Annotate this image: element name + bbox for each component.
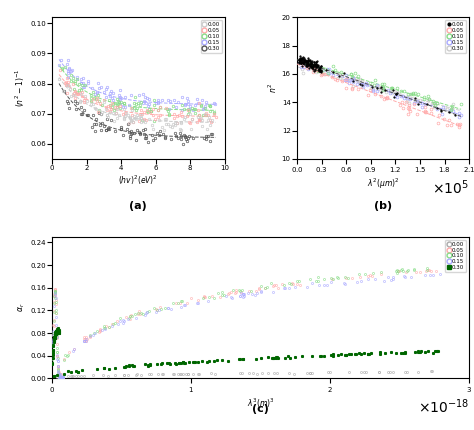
Legend: 0.00, 0.05, 0.10, 0.15, 0.30: 0.00, 0.05, 0.10, 0.15, 0.30	[201, 20, 222, 53]
X-axis label: $(hv)^2(eV)^2$: $(hv)^2(eV)^2$	[118, 174, 158, 187]
Y-axis label: $(n^2-1)^{-1}$: $(n^2-1)^{-1}$	[14, 69, 27, 107]
Legend: 0.00, 0.05, 0.10, 0.15, 0.30: 0.00, 0.05, 0.10, 0.15, 0.30	[446, 20, 466, 53]
Text: (c): (c)	[252, 404, 269, 414]
X-axis label: $\lambda^2(\mu m)^2$: $\lambda^2(\mu m)^2$	[367, 177, 399, 191]
Text: (a): (a)	[129, 201, 147, 211]
Y-axis label: $\alpha_r$: $\alpha_r$	[17, 303, 27, 312]
Text: (b): (b)	[374, 201, 392, 211]
X-axis label: $\lambda^3(m)^3$: $\lambda^3(m)^3$	[247, 396, 274, 410]
Y-axis label: $n^2$: $n^2$	[266, 83, 279, 93]
Legend: 0.00, 0.05, 0.10, 0.15, 0.30: 0.00, 0.05, 0.10, 0.15, 0.30	[446, 240, 466, 272]
